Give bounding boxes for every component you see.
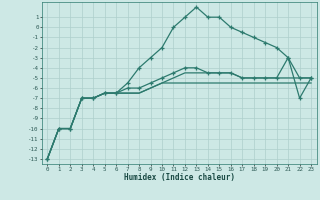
X-axis label: Humidex (Indice chaleur): Humidex (Indice chaleur) (124, 173, 235, 182)
